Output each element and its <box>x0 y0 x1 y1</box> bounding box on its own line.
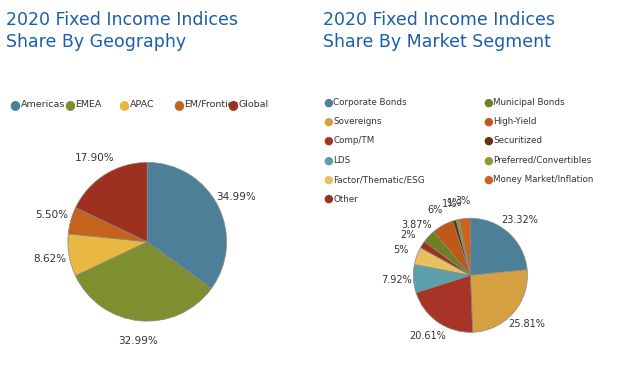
Text: Global: Global <box>239 100 269 109</box>
Text: 3.87%: 3.87% <box>401 219 431 230</box>
Text: 5%: 5% <box>393 245 408 255</box>
Wedge shape <box>413 264 470 293</box>
Wedge shape <box>414 248 470 275</box>
Text: ●: ● <box>118 98 129 110</box>
Text: Preferred/Convertibles: Preferred/Convertibles <box>493 156 592 165</box>
Wedge shape <box>147 163 227 288</box>
Text: Americas: Americas <box>21 100 65 109</box>
Text: ●: ● <box>323 175 333 185</box>
Text: 7.92%: 7.92% <box>381 275 412 285</box>
Text: 3%: 3% <box>456 196 471 206</box>
Text: 32.99%: 32.99% <box>118 336 158 346</box>
Text: 2%: 2% <box>400 230 415 240</box>
Text: 2020 Fixed Income Indices
Share By Market Segment: 2020 Fixed Income Indices Share By Marke… <box>323 11 556 51</box>
Text: ●: ● <box>227 98 238 110</box>
Text: 17.90%: 17.90% <box>74 153 114 163</box>
Text: ●: ● <box>64 98 75 110</box>
Wedge shape <box>434 221 470 275</box>
Wedge shape <box>76 242 211 321</box>
Text: 25.81%: 25.81% <box>508 319 545 329</box>
Text: 20.61%: 20.61% <box>410 331 446 341</box>
Text: ●: ● <box>323 117 333 126</box>
Text: 2020 Fixed Income Indices
Share By Geography: 2020 Fixed Income Indices Share By Geogr… <box>6 11 239 51</box>
Wedge shape <box>76 163 147 242</box>
Text: ●: ● <box>323 136 333 146</box>
Text: iia: iia <box>576 319 601 337</box>
Text: 23.32%: 23.32% <box>502 215 539 225</box>
Text: 8.62%: 8.62% <box>33 254 66 264</box>
Text: Factor/Thematic/ESG: Factor/Thematic/ESG <box>333 175 425 184</box>
Text: LDS: LDS <box>333 156 351 165</box>
Text: Comp/TM: Comp/TM <box>333 137 374 145</box>
Wedge shape <box>424 231 470 275</box>
Wedge shape <box>470 218 527 275</box>
Text: ●: ● <box>10 98 20 110</box>
Text: EMEA: EMEA <box>76 100 102 109</box>
Wedge shape <box>452 220 470 275</box>
Text: Corporate Bonds: Corporate Bonds <box>333 98 407 107</box>
Text: 1%: 1% <box>442 199 457 209</box>
Text: 6%: 6% <box>427 205 442 215</box>
Text: ●: ● <box>323 97 333 107</box>
Text: INDUSTRY
ASSOCIATION: INDUSTRY ASSOCIATION <box>221 342 248 351</box>
Text: ●: ● <box>483 117 493 126</box>
Text: 1%: 1% <box>447 198 462 208</box>
Text: Municipal Bonds: Municipal Bonds <box>493 98 565 107</box>
Text: index: index <box>196 342 220 351</box>
Text: ●: ● <box>483 175 493 185</box>
Text: ●: ● <box>483 155 493 165</box>
Wedge shape <box>456 219 470 275</box>
Text: Sovereigns: Sovereigns <box>333 117 382 126</box>
Wedge shape <box>68 234 147 276</box>
Text: Other: Other <box>333 195 358 203</box>
Text: INDUSTRY
ASSOCIATION: INDUSTRY ASSOCIATION <box>597 342 624 351</box>
Text: index: index <box>572 342 595 351</box>
Text: Money Market/Inflation: Money Market/Inflation <box>493 175 594 184</box>
Wedge shape <box>460 218 470 275</box>
Text: ●: ● <box>323 194 333 204</box>
Text: 5.50%: 5.50% <box>35 210 68 220</box>
Wedge shape <box>416 275 473 332</box>
Text: ●: ● <box>483 136 493 146</box>
Wedge shape <box>420 241 470 275</box>
Text: iia: iia <box>200 319 225 337</box>
Text: EM/Frontier: EM/Frontier <box>184 100 238 109</box>
Text: APAC: APAC <box>130 100 154 109</box>
Text: ●: ● <box>483 97 493 107</box>
Text: 34.99%: 34.99% <box>216 192 255 202</box>
Text: High-Yield: High-Yield <box>493 117 537 126</box>
Text: ●: ● <box>173 98 184 110</box>
Wedge shape <box>470 270 527 332</box>
Wedge shape <box>68 208 147 242</box>
Text: ●: ● <box>323 155 333 165</box>
Text: Securitized: Securitized <box>493 137 543 145</box>
